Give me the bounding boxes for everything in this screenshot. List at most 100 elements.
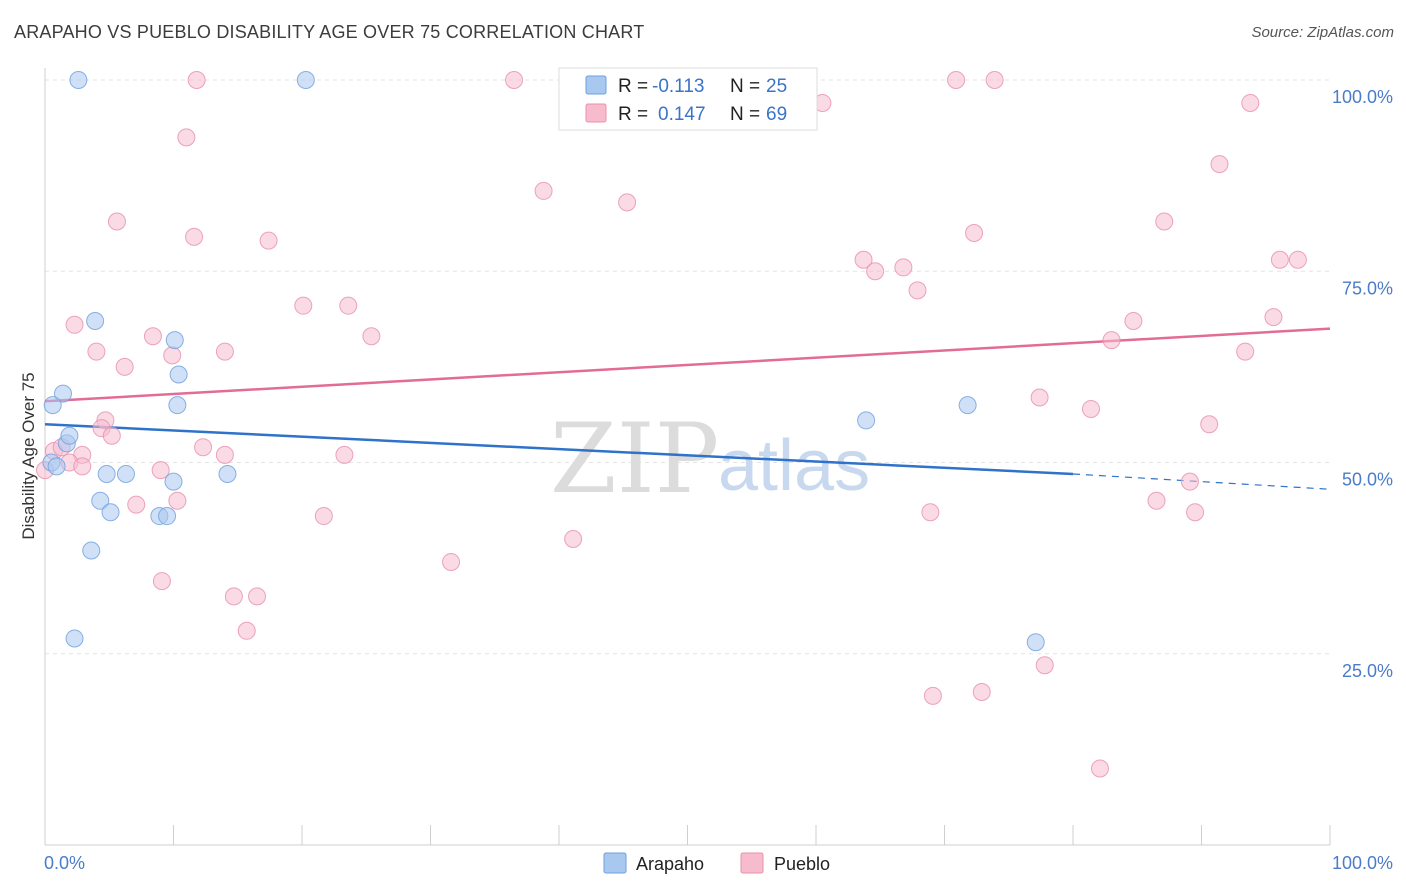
point-pueblo-32 bbox=[163, 346, 182, 365]
point-arapaho-24 bbox=[1026, 633, 1045, 652]
point-arapaho-0 bbox=[69, 71, 88, 89]
point-pueblo-34 bbox=[115, 357, 134, 376]
bottom-legend-label-arapaho: Arapaho bbox=[636, 854, 704, 874]
point-pueblo-46 bbox=[335, 445, 354, 464]
point-pueblo-24 bbox=[1264, 308, 1283, 327]
point-pueblo-61 bbox=[248, 587, 267, 606]
stats-legend: R = -0.113 N = 25 R = 0.147 N = 69 bbox=[558, 67, 818, 131]
legend-n-value-arapaho: 25 bbox=[766, 76, 787, 97]
point-arapaho-14 bbox=[164, 472, 183, 491]
legend-r-label-arapaho: R = bbox=[618, 76, 648, 97]
point-pueblo-14 bbox=[965, 224, 984, 242]
series-legend: Arapaho Pueblo bbox=[603, 852, 830, 874]
point-pueblo-31 bbox=[215, 342, 234, 361]
point-arapaho-3 bbox=[165, 331, 184, 350]
legend-n-label-pueblo: N = bbox=[730, 104, 760, 125]
y-axis-label: Disability Age Over 75 bbox=[19, 372, 38, 539]
point-pueblo-28 bbox=[362, 327, 381, 346]
point-pueblo-25 bbox=[65, 315, 84, 334]
data-points bbox=[36, 71, 1307, 778]
y-tick-label-25: 25.0% bbox=[1342, 661, 1393, 681]
point-pueblo-3 bbox=[947, 71, 966, 89]
watermark-zip-text: ZIP bbox=[550, 403, 719, 515]
point-arapaho-11 bbox=[47, 457, 66, 476]
legend-r-value-arapaho: -0.113 bbox=[652, 76, 704, 97]
point-pueblo-62 bbox=[237, 621, 256, 640]
y-tick-label-100: 100.0% bbox=[1332, 87, 1393, 107]
point-pueblo-16 bbox=[854, 250, 873, 269]
y-tick-label-50: 50.0% bbox=[1342, 470, 1393, 490]
point-pueblo-29 bbox=[1102, 331, 1121, 350]
point-arapaho-23 bbox=[958, 396, 977, 415]
point-pueblo-52 bbox=[168, 491, 187, 510]
point-arapaho-13 bbox=[116, 464, 135, 483]
legend-r-label-pueblo: R = bbox=[618, 104, 648, 125]
point-arapaho-21 bbox=[65, 629, 84, 648]
point-pueblo-59 bbox=[152, 572, 171, 591]
x-tick-labels: 0.0% 100.0% bbox=[44, 853, 1393, 873]
trendline-arapaho bbox=[44, 423, 1074, 476]
point-pueblo-12 bbox=[185, 227, 204, 246]
point-pueblo-58 bbox=[442, 552, 461, 571]
point-pueblo-38 bbox=[1200, 415, 1219, 434]
point-pueblo-19 bbox=[1270, 250, 1289, 269]
bottom-legend-swatch-pueblo bbox=[740, 852, 764, 874]
y-tick-labels: 25.0% 50.0% 75.0% 100.0% bbox=[1332, 87, 1393, 681]
point-pueblo-64 bbox=[923, 686, 942, 705]
point-arapaho-1 bbox=[296, 71, 315, 89]
point-pueblo-13 bbox=[259, 231, 278, 250]
point-arapaho-16 bbox=[91, 491, 110, 510]
point-pueblo-1 bbox=[505, 71, 524, 89]
x-tick-label-start: 0.0% bbox=[44, 853, 85, 873]
point-pueblo-60 bbox=[224, 587, 243, 606]
point-arapaho-5 bbox=[53, 384, 72, 403]
point-pueblo-15 bbox=[1155, 212, 1174, 231]
point-pueblo-23 bbox=[339, 296, 358, 315]
point-pueblo-66 bbox=[1090, 759, 1109, 778]
trendline-pueblo bbox=[44, 327, 1331, 403]
point-pueblo-8 bbox=[1210, 155, 1229, 174]
point-pueblo-36 bbox=[1081, 399, 1100, 418]
point-pueblo-56 bbox=[1186, 503, 1205, 522]
point-pueblo-10 bbox=[618, 193, 637, 212]
point-pueblo-45 bbox=[215, 445, 234, 464]
point-arapaho-12 bbox=[97, 464, 116, 483]
point-pueblo-20 bbox=[1288, 250, 1307, 269]
point-pueblo-30 bbox=[87, 342, 106, 361]
source-note: Source: ZipAtlas.com bbox=[1251, 24, 1394, 41]
point-pueblo-53 bbox=[314, 507, 333, 526]
point-pueblo-55 bbox=[1147, 491, 1166, 510]
point-pueblo-27 bbox=[143, 327, 162, 346]
legend-n-value-pueblo: 69 bbox=[766, 104, 787, 125]
point-pueblo-57 bbox=[564, 530, 583, 548]
grid-lines bbox=[45, 79, 1330, 655]
point-arapaho-15 bbox=[218, 464, 237, 483]
point-pueblo-51 bbox=[127, 495, 146, 514]
point-pueblo-65 bbox=[972, 683, 991, 701]
point-pueblo-9 bbox=[534, 181, 553, 200]
point-pueblo-50 bbox=[1180, 472, 1199, 491]
point-arapaho-22 bbox=[857, 411, 876, 430]
point-pueblo-6 bbox=[1241, 93, 1260, 112]
legend-n-label-arapaho: N = bbox=[730, 76, 760, 97]
chart-title: ARAPAHO VS PUEBLO DISABILITY AGE OVER 75… bbox=[14, 22, 645, 42]
point-pueblo-40 bbox=[102, 426, 121, 445]
bottom-legend-swatch-arapaho bbox=[603, 852, 627, 874]
point-pueblo-0 bbox=[187, 71, 206, 89]
legend-r-value-pueblo: 0.147 bbox=[658, 104, 706, 125]
point-pueblo-54 bbox=[921, 503, 940, 522]
y-tick-label-75: 75.0% bbox=[1342, 278, 1393, 298]
point-pueblo-33 bbox=[1236, 342, 1255, 361]
legend-swatch-pueblo bbox=[585, 103, 607, 123]
point-arapaho-6 bbox=[43, 396, 62, 415]
point-arapaho-2 bbox=[86, 311, 105, 330]
point-arapaho-9 bbox=[60, 426, 79, 445]
point-pueblo-41 bbox=[194, 438, 213, 457]
point-pueblo-49 bbox=[151, 461, 170, 480]
bottom-legend-label-pueblo: Pueblo bbox=[774, 854, 830, 874]
watermark: ZIP atlas bbox=[550, 403, 870, 515]
point-pueblo-21 bbox=[908, 281, 927, 300]
legend-swatch-arapaho bbox=[585, 75, 607, 95]
point-arapaho-17 bbox=[101, 503, 120, 522]
